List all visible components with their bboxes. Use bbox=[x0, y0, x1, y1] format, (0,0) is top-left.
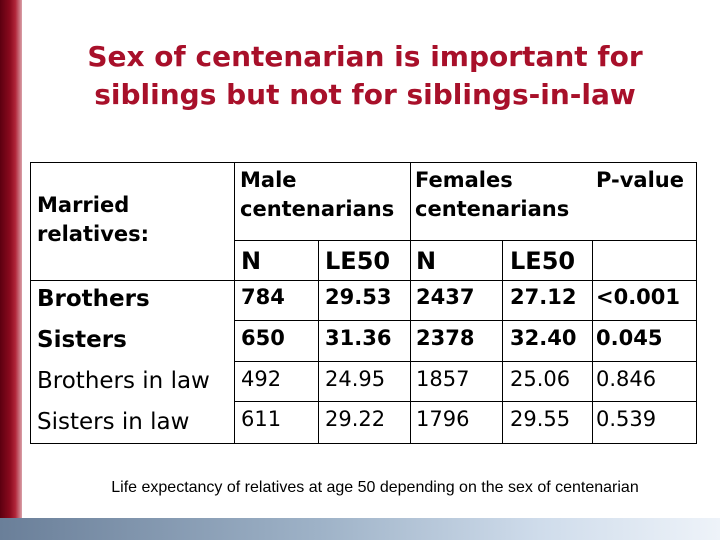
title-line-1: Sex of centenarian is important for bbox=[87, 40, 643, 73]
cell-sisters-in-law-pvalue: 0.539 bbox=[596, 407, 657, 431]
female-header-line-1: Females bbox=[415, 168, 513, 192]
male-header-line-1: Male bbox=[240, 168, 297, 192]
cell-brothers-male-n: 784 bbox=[241, 285, 285, 309]
row-header-label: Married relatives: bbox=[37, 191, 149, 249]
cell-sisters-male-le50: 31.36 bbox=[325, 326, 392, 350]
cell-sisters-in-law-female-le50: 29.55 bbox=[510, 407, 571, 431]
cell-brothers-in-law-male-le50: 24.95 bbox=[325, 367, 386, 391]
cell-brothers-female-n: 2437 bbox=[416, 285, 475, 309]
cell-brothers-in-law-male-n: 492 bbox=[241, 367, 282, 391]
cell-sisters-in-law-female-n: 1796 bbox=[416, 407, 470, 431]
female-centenarians-header: Females centenarians bbox=[415, 166, 569, 224]
sub-header-male-n: N bbox=[241, 247, 262, 275]
col-divider-female bbox=[502, 240, 503, 444]
row-divider-3 bbox=[234, 320, 697, 321]
cell-brothers-in-law-female-n: 1857 bbox=[416, 367, 470, 391]
sub-header-female-le50: LE50 bbox=[510, 247, 576, 275]
slide-title: Sex of centenarian is important for sibl… bbox=[40, 38, 690, 114]
table-border-top bbox=[30, 162, 697, 163]
row-header-label-line-2: relatives: bbox=[37, 222, 150, 246]
table-border-right bbox=[696, 162, 697, 444]
cell-brothers-pvalue: <0.001 bbox=[596, 285, 681, 309]
left-decorative-bar bbox=[0, 0, 22, 540]
cell-brothers-female-le50: 27.12 bbox=[510, 285, 577, 309]
cell-brothers-in-law-female-le50: 25.06 bbox=[510, 367, 571, 391]
life-expectancy-table: Married relatives: Male centenarians Fem… bbox=[30, 162, 697, 444]
row-label-sisters: Sisters bbox=[37, 327, 127, 353]
male-header-line-2: centenarians bbox=[240, 197, 395, 221]
male-centenarians-header: Male centenarians bbox=[240, 166, 394, 224]
cell-sisters-in-law-male-n: 611 bbox=[241, 407, 282, 431]
cell-sisters-female-n: 2378 bbox=[416, 326, 475, 350]
cell-brothers-in-law-pvalue: 0.846 bbox=[596, 367, 657, 391]
bottom-decorative-bar bbox=[0, 518, 720, 540]
cell-sisters-in-law-male-le50: 29.22 bbox=[325, 407, 386, 431]
row-divider-4 bbox=[234, 361, 697, 362]
row-label-brothers-in-law: Brothers in law bbox=[37, 368, 210, 394]
table-border-bottom bbox=[30, 443, 697, 444]
row-divider-1 bbox=[234, 240, 697, 241]
female-header-line-2: centenarians bbox=[415, 197, 570, 221]
col-divider-pvalue bbox=[592, 240, 593, 444]
row-header-label-line-1: Married bbox=[37, 193, 130, 217]
sub-header-female-n: N bbox=[416, 247, 437, 275]
col-divider-labels bbox=[234, 162, 235, 444]
cell-brothers-male-le50: 29.53 bbox=[325, 285, 392, 309]
row-label-brothers: Brothers bbox=[37, 286, 150, 312]
col-divider-group bbox=[410, 162, 411, 444]
title-line-2: siblings but not for siblings-in-law bbox=[94, 78, 636, 111]
table-border-left bbox=[30, 162, 31, 444]
table-caption: Life expectancy of relatives at age 50 d… bbox=[111, 479, 639, 496]
row-divider-5 bbox=[234, 401, 697, 402]
cell-sisters-pvalue: 0.045 bbox=[596, 326, 663, 350]
pvalue-header: P-value bbox=[596, 168, 684, 192]
cell-sisters-male-n: 650 bbox=[241, 326, 285, 350]
row-label-sisters-in-law: Sisters in law bbox=[37, 409, 190, 435]
cell-sisters-female-le50: 32.40 bbox=[510, 326, 577, 350]
col-divider-male bbox=[318, 240, 319, 444]
row-divider-2 bbox=[30, 280, 697, 281]
sub-header-male-le50: LE50 bbox=[325, 247, 391, 275]
